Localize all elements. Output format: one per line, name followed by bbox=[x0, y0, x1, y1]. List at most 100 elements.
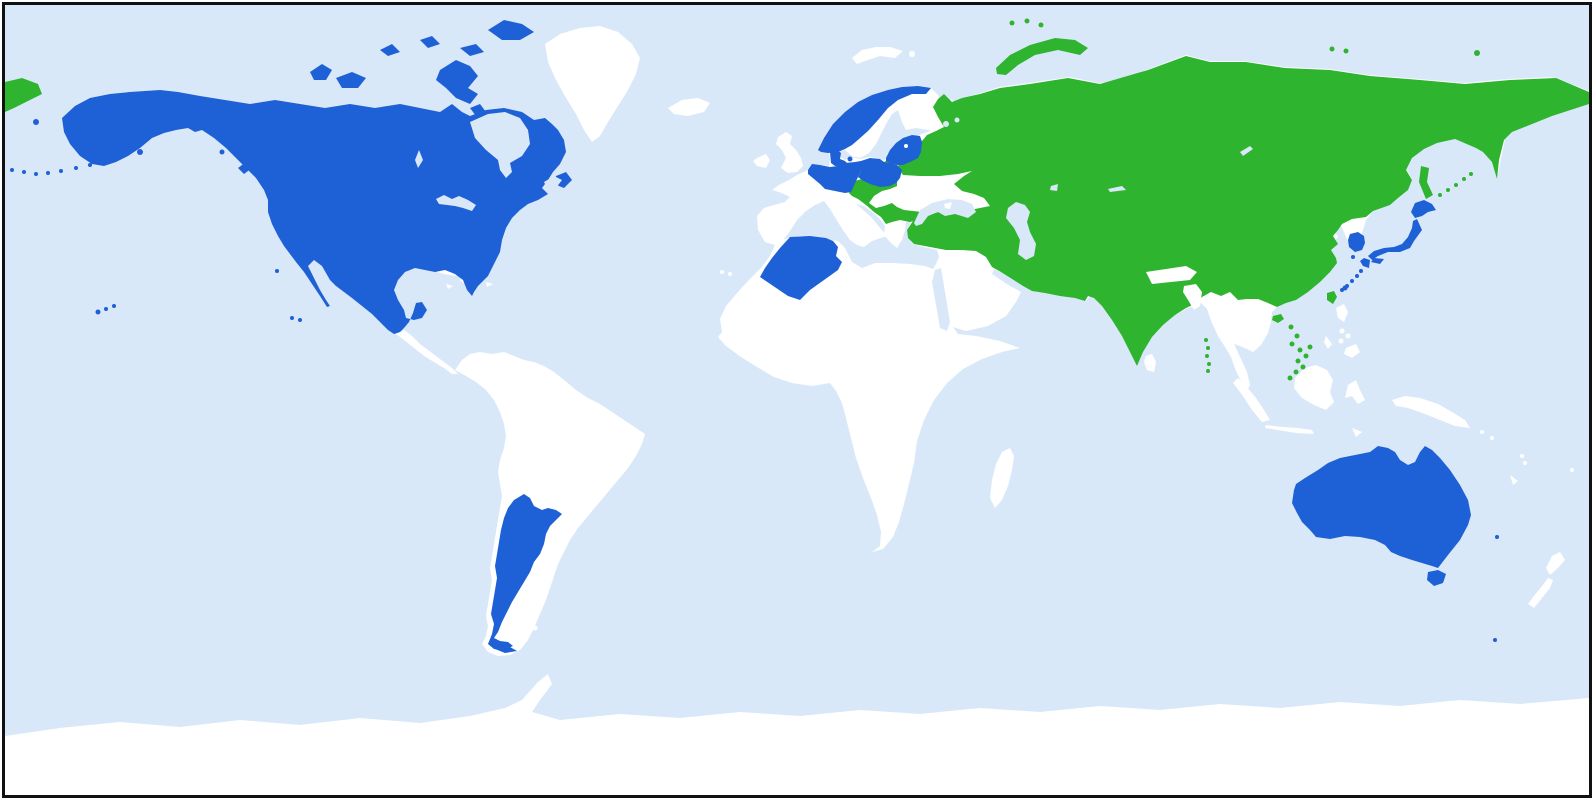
caspian-sea bbox=[1006, 202, 1036, 260]
canada-queen-elizabeth-islands bbox=[420, 36, 440, 48]
usa-st-lawrence-island bbox=[33, 119, 39, 125]
land-madagascar bbox=[990, 448, 1014, 508]
land-borneo bbox=[1294, 365, 1334, 410]
land-vanuatu bbox=[1520, 454, 1524, 458]
franz-josef-land bbox=[1038, 22, 1044, 28]
land-sumatra bbox=[1233, 378, 1270, 422]
new-siberian-islands bbox=[1329, 46, 1335, 52]
country-germany-benelux bbox=[808, 161, 861, 193]
south-china-sea-islets bbox=[1300, 364, 1306, 370]
land-solomons bbox=[1490, 436, 1494, 440]
japan-ryukyu-islands bbox=[1355, 274, 1359, 278]
aral-sea bbox=[1050, 184, 1058, 191]
canada-baffin-island bbox=[436, 60, 478, 104]
argentina-tierra-del-fuego bbox=[495, 643, 517, 653]
japan-ryukyu-islands bbox=[1350, 279, 1354, 283]
country-bangladesh-white bbox=[1183, 284, 1202, 310]
land-ireland bbox=[753, 154, 770, 168]
usa-aleutian-islands bbox=[10, 168, 14, 172]
usa-aleutian-islands bbox=[59, 169, 63, 173]
canada-victoria-island bbox=[336, 72, 366, 88]
lake-peipus bbox=[904, 144, 908, 148]
new-siberian-islands bbox=[1343, 48, 1349, 54]
land-iceland bbox=[668, 98, 710, 116]
country-taiwan bbox=[1327, 291, 1337, 304]
canada-devon-island bbox=[460, 44, 484, 56]
land-visayas bbox=[1339, 328, 1345, 334]
wrangel-island bbox=[1474, 50, 1480, 56]
country-poland bbox=[858, 158, 902, 187]
mexico-revillagigedo bbox=[290, 316, 294, 320]
lake-onega bbox=[954, 117, 960, 123]
kuril-islands bbox=[1438, 193, 1442, 197]
japan-kyushu bbox=[1360, 258, 1370, 268]
usa-hawaii bbox=[112, 304, 116, 308]
water-bodies-group bbox=[415, 112, 1253, 331]
country-algeria bbox=[760, 236, 842, 300]
blue-country-group bbox=[10, 20, 1499, 653]
land-falklands bbox=[525, 623, 531, 629]
south-china-sea-islets bbox=[1303, 353, 1309, 359]
usa-aleutian-islands bbox=[88, 163, 92, 167]
country-australia bbox=[1292, 446, 1471, 568]
land-sri-lanka bbox=[1144, 354, 1156, 372]
south-china-sea-islets bbox=[1289, 341, 1295, 347]
usa-aleutian-islands bbox=[74, 166, 78, 170]
land-new-zealand-north bbox=[1546, 552, 1565, 575]
andaman-nicobar-islands bbox=[1207, 362, 1211, 366]
franz-josef-land bbox=[1009, 20, 1015, 26]
country-balkans-green-blob bbox=[849, 175, 922, 224]
land-svalbard bbox=[852, 47, 903, 64]
south-china-sea-islets bbox=[1297, 347, 1303, 353]
japan-ryukyu-islands bbox=[1359, 269, 1363, 273]
australia-lord-howe bbox=[1495, 535, 1499, 539]
country-novaya-zemlya bbox=[996, 38, 1088, 75]
south-china-sea-islets bbox=[1293, 369, 1299, 375]
land-central-america bbox=[396, 330, 458, 374]
land-mindanao bbox=[1344, 344, 1360, 358]
canada-southampton-island bbox=[470, 104, 486, 116]
kuril-islands bbox=[1462, 177, 1466, 181]
usa-hawaii bbox=[104, 307, 108, 311]
land-svalbard-east bbox=[909, 51, 915, 57]
canada-haida-gwaii bbox=[219, 149, 225, 155]
south-china-sea-islets bbox=[1307, 344, 1313, 350]
land-visayas bbox=[1338, 338, 1344, 344]
south-china-sea-islets bbox=[1295, 358, 1301, 364]
kuril-islands bbox=[1446, 188, 1450, 192]
land-antarctica bbox=[5, 674, 1589, 795]
gulf-of-st-lawrence bbox=[544, 176, 562, 188]
land-java bbox=[1265, 425, 1314, 434]
land-canary-islands bbox=[720, 270, 724, 274]
crimea-white bbox=[944, 202, 952, 209]
japan-hokkaido bbox=[1411, 200, 1436, 218]
kuril-islands bbox=[1469, 172, 1473, 176]
lake-ladoga bbox=[943, 121, 949, 127]
usa-aleutian-islands bbox=[46, 171, 50, 175]
red-sea bbox=[932, 268, 950, 331]
canada-ellesmere-island bbox=[488, 20, 534, 40]
andaman-nicobar-islands bbox=[1206, 346, 1210, 350]
kuril-islands bbox=[1454, 183, 1458, 187]
land-fiji bbox=[1570, 468, 1574, 472]
land-luzon bbox=[1336, 304, 1348, 322]
land-greenland bbox=[545, 26, 640, 142]
canada-vancouver-island bbox=[238, 162, 252, 174]
south-china-sea-islets bbox=[1288, 324, 1294, 330]
land-new-zealand-south bbox=[1528, 578, 1553, 608]
andaman-nicobar-islands bbox=[1205, 354, 1209, 358]
japan-okinawa bbox=[1342, 285, 1348, 291]
mexico-guadalupe-island bbox=[275, 269, 279, 273]
japan-honshu bbox=[1368, 219, 1422, 260]
country-norway bbox=[818, 86, 931, 153]
country-chukotka-left-edge bbox=[5, 78, 42, 112]
australia-macquarie bbox=[1493, 638, 1497, 642]
lake-winnipeg bbox=[415, 150, 423, 168]
franz-josef-land bbox=[1024, 18, 1030, 24]
andaman-nicobar-islands bbox=[1204, 338, 1208, 342]
canada-queen-elizabeth-islands bbox=[380, 44, 400, 56]
usa-aleutian-islands bbox=[102, 159, 106, 163]
land-palawan bbox=[1324, 336, 1332, 349]
